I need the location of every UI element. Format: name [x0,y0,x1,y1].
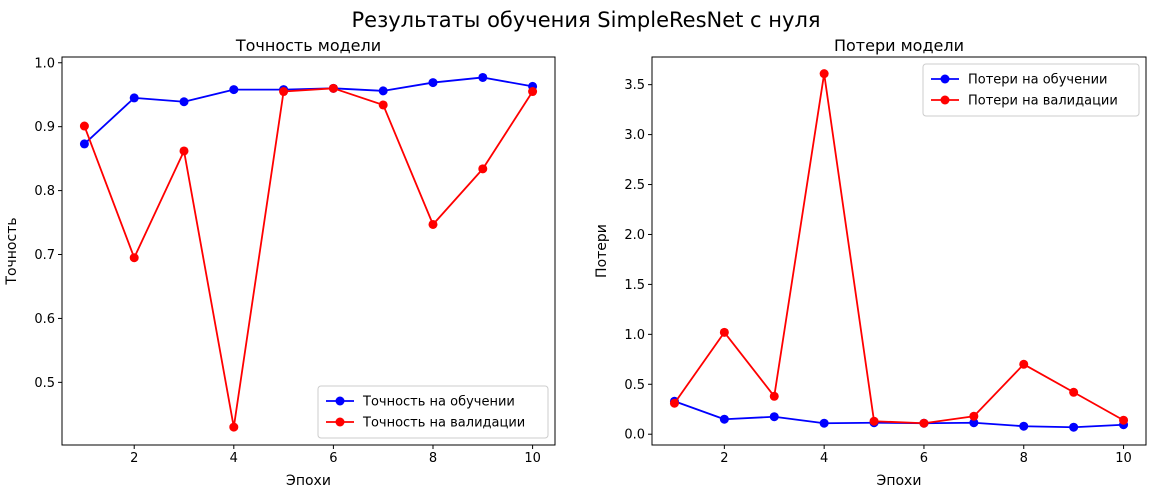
series-line [673,72,1124,425]
chart-1: Точность модели 2 4 6 8 10 0.5 0.6 0.7 0.8 0.9 1.0 Э… [4,36,556,489]
plot-frame [61,56,556,446]
legend: Точность на обучении Точность на валидаци… [317,385,549,439]
data-point [428,219,438,229]
data-point [819,69,829,79]
legend-marker [335,396,345,406]
y-tick-label: 0.7 [34,248,55,263]
data-point [719,327,729,337]
x-tick-label: 4 [820,451,828,466]
data-point [528,87,538,97]
legend-label: Потери на обучении [968,73,1107,88]
y-tick-label: 2.0 [624,228,645,243]
y-tick-label: 0.8 [34,184,55,199]
y-tick-label: 0.6 [34,312,55,327]
y-tick-label: 1.5 [624,278,645,293]
data-point [229,85,239,95]
data-point [79,139,89,149]
legend-box [317,385,549,439]
data-point [969,418,979,428]
data-point [478,164,488,174]
charts: Точность модели 2 4 6 8 10 0.5 0.6 0.7 0.8 0.9 1.0 Э… [4,36,1147,489]
data-point [229,422,239,432]
y-axis-label: Точность [4,217,20,285]
y-tick-label: 0.0 [624,428,645,443]
data-point [328,83,338,93]
data-point [819,418,829,428]
y-tick-label: 1.0 [34,56,55,71]
data-point [769,412,779,422]
series-1 [669,396,1129,432]
series-line [674,400,1124,429]
data-point [79,121,89,131]
plot-frame [651,56,1147,446]
chart-2: Потери модели 2 4 6 8 10 0.0 0.5 1.0 1.5 2.0 2.5 3.0… [594,36,1147,489]
data-point [969,411,979,421]
data-point [129,93,139,103]
x-tick-label: 6 [920,451,928,466]
x-tick-label: 2 [130,451,138,466]
series-2 [669,69,1129,428]
y-axis-label: Потери [594,224,610,278]
x-tick-label: 10 [524,451,541,466]
data-point [1019,359,1029,369]
data-point [179,146,189,156]
data-point [769,391,779,401]
data-point [378,86,388,96]
chart-title: Точность модели [235,36,381,55]
y-tick-label: 1.0 [624,328,645,343]
legend-marker [335,417,345,427]
series-1 [79,72,538,149]
y-tick-label: 3.0 [624,128,645,143]
series-line [83,87,534,429]
data-point [179,97,189,107]
data-point [428,78,438,88]
data-point [1069,387,1079,397]
series-line [83,76,533,145]
legend-label: Точность на валидации [362,416,525,431]
legend-label: Потери на валидации [968,94,1118,109]
x-tick-label: 6 [329,451,337,466]
y-tick-label: 2.5 [624,178,645,193]
data-point [129,253,139,263]
x-tick-label: 8 [1020,451,1028,466]
legend: Потери на обучении Потери на валидации [922,63,1140,117]
legend-marker [940,74,950,84]
x-tick-label: 8 [429,451,437,466]
x-tick-label: 2 [720,451,728,466]
y-tick-label: 3.5 [624,78,645,93]
y-tick-label: 0.5 [624,378,645,393]
data-point [919,418,929,428]
chart-title: Потери модели [834,36,964,55]
data-point [1119,415,1129,425]
y-tick-label: 0.5 [34,376,55,391]
data-point [279,87,289,97]
series-2 [79,83,538,432]
legend-label: Точность на обучении [362,395,515,410]
figure-suptitle: Результаты обучения SimpleResNet с нуля [352,8,821,32]
x-axis-label: Эпохи [877,473,922,489]
legend-box [922,63,1140,117]
data-point [1019,421,1029,431]
data-point [719,414,729,424]
data-point [378,100,388,110]
x-axis-label: Эпохи [286,473,331,489]
x-tick-label: 4 [230,451,238,466]
data-point [1069,422,1079,432]
data-point [669,398,679,408]
y-tick-label: 0.9 [34,120,55,135]
data-point [478,72,488,82]
legend-marker [940,95,950,105]
x-tick-label: 10 [1115,451,1132,466]
data-point [869,416,879,426]
